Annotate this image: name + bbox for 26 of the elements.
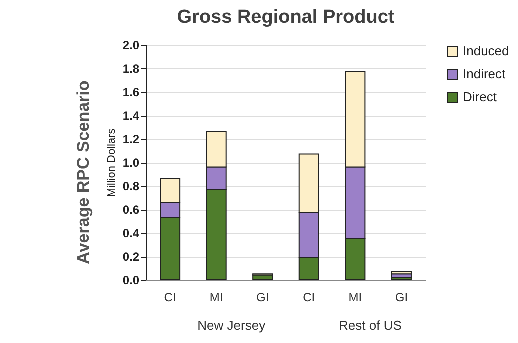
y-tick-label: 1.6 [122,86,140,100]
y-tick-label: 2.0 [122,38,140,52]
legend-label: Induced [463,44,510,58]
y-tick-label: 0.0 [122,274,140,288]
text: Average RPC Scenario [74,80,93,264]
y-tick-label: 1.0 [122,156,140,170]
y-tick-label: 1.8 [122,62,140,76]
x-tick-label: MI [348,290,362,304]
y-tick-label: 0.6 [122,203,140,217]
x-tick-label: CI [164,290,176,304]
x-tick-label: GI [395,290,408,304]
text: New Jersey [198,318,266,333]
legend-label: Direct [463,90,498,104]
y-tick-label: 1.4 [122,109,140,123]
x-tick-label: CI [303,290,316,304]
bar [391,271,412,275]
y-tick-label: 0.8 [122,180,140,194]
x-tick-label: MI [210,290,224,304]
y-tick-label: 1.2 [122,132,140,146]
chart-title: Gross Regional Product [177,7,396,28]
y-axis-title: Million Dollars [106,128,118,198]
y-tick-label: 0.4 [122,226,140,240]
x-tick-label: GI [256,290,270,304]
legend-label: Indirect [463,66,506,82]
y-tick-label: 0.2 [122,250,140,264]
text: Rest of US [339,318,402,333]
